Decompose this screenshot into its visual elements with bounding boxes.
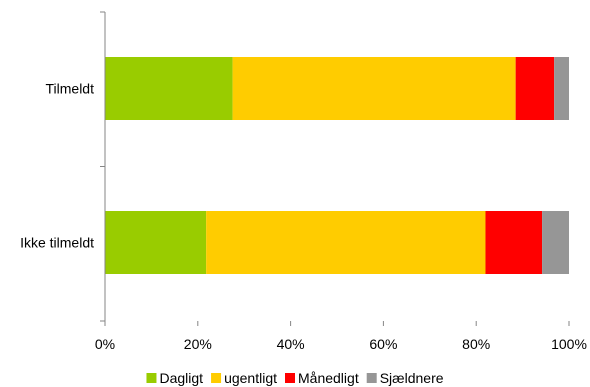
legend-label-3: Månedligt xyxy=(298,370,359,386)
legend: Dagligt ugentligt Månedligt Sjældnere xyxy=(146,370,444,386)
legend-label-2: ugentligt xyxy=(224,370,277,386)
bar-segment-2-4 xyxy=(542,211,569,274)
bars-group xyxy=(105,57,569,274)
category-label-1: Tilmeldt xyxy=(46,81,95,97)
bar-segment-1-1 xyxy=(105,57,233,120)
x-tick-label-6: 100% xyxy=(551,336,587,352)
legend-label-1: Dagligt xyxy=(159,370,203,386)
bar-segment-2-3 xyxy=(485,211,543,274)
legend-swatch-2 xyxy=(211,373,222,383)
x-tick-label-1: 0% xyxy=(95,336,115,352)
bar-segment-1-3 xyxy=(515,57,555,120)
x-tick-label-3: 40% xyxy=(277,336,305,352)
x-tick-label-2: 20% xyxy=(184,336,212,352)
bar-segment-2-2 xyxy=(206,211,486,274)
category-label-2: Ikke tilmeldt xyxy=(20,235,94,251)
legend-swatch-4 xyxy=(366,373,377,383)
legend-swatch-3 xyxy=(285,373,295,383)
legend-label-4: Sjældnere xyxy=(380,370,444,386)
x-tick-label-4: 60% xyxy=(369,336,397,352)
x-tick-label-5: 80% xyxy=(462,336,490,352)
bar-segment-1-4 xyxy=(554,57,569,120)
axis-group: Tilmeldt Ikke tilmeldt 0% 20% 40% 60% 80% 100% xyxy=(20,11,587,352)
bar-segment-1-2 xyxy=(232,57,516,120)
bar-segment-2-1 xyxy=(105,211,207,274)
legend-swatch-1 xyxy=(146,373,157,383)
